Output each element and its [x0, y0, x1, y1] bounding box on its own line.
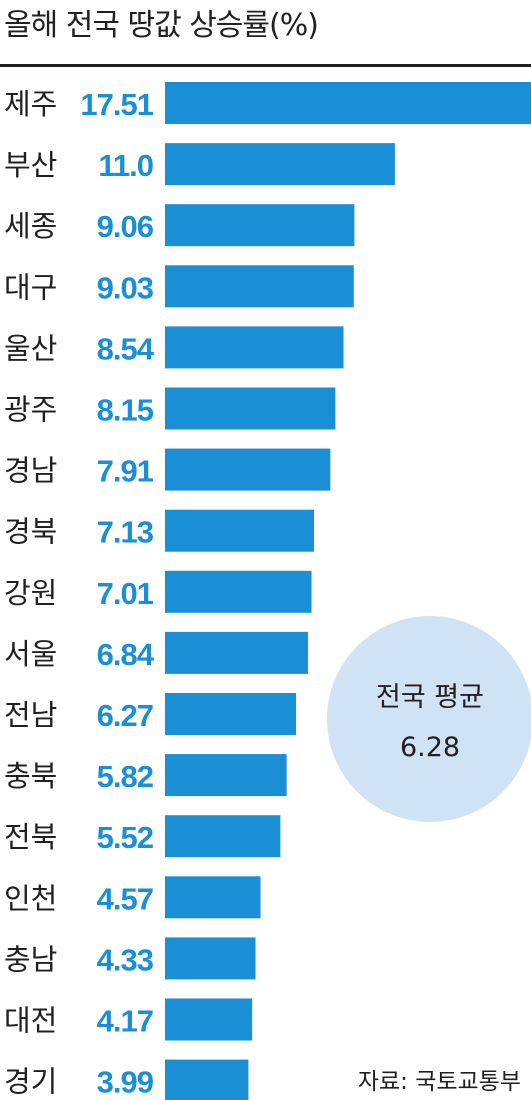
- region-label: 울산: [4, 331, 57, 365]
- value-label: 7.13: [97, 515, 154, 550]
- value-label: 11.0: [98, 148, 153, 183]
- region-label: 인천: [4, 881, 57, 915]
- bar: [165, 998, 253, 1041]
- region-label: 서울: [4, 637, 57, 671]
- region-label: 대구: [4, 270, 57, 304]
- bar: [165, 509, 315, 552]
- bar: [165, 876, 261, 919]
- average-label: 전국 평균: [376, 682, 484, 713]
- region-label: 부산: [4, 148, 57, 182]
- bar: [165, 265, 354, 308]
- region-label: 제주: [4, 87, 57, 121]
- region-label: 광주: [4, 393, 57, 427]
- bar: [165, 570, 312, 613]
- value-label: 17.51: [80, 87, 153, 122]
- region-label: 강원: [4, 576, 57, 610]
- chart-title: 올해 전국 땅값 상승률(%): [4, 8, 319, 43]
- bar: [165, 815, 281, 858]
- region-label: 전남: [4, 698, 57, 732]
- region-label: 경남: [4, 454, 57, 488]
- bar: [165, 82, 531, 124]
- region-label: 전북: [4, 820, 57, 854]
- title-divider: [0, 64, 531, 67]
- value-label: 4.17: [97, 1004, 153, 1039]
- region-label: 충남: [4, 942, 57, 976]
- value-label: 9.03: [97, 270, 154, 305]
- value-label: 9.06: [97, 209, 154, 244]
- value-label: 6.27: [97, 698, 153, 733]
- bar: [165, 326, 344, 369]
- bar: [165, 937, 256, 980]
- region-label: 충북: [4, 759, 57, 793]
- national-average-callout: 전국 평균 6.28: [327, 616, 531, 822]
- average-circle: [327, 616, 531, 822]
- bar: [165, 1059, 249, 1100]
- bar: [165, 754, 287, 797]
- value-label: 4.33: [97, 942, 154, 977]
- region-label: 대전: [4, 1004, 57, 1038]
- bar: [165, 631, 308, 674]
- value-label: 3.99: [97, 1065, 154, 1100]
- value-label: 7.01: [97, 576, 154, 611]
- bar: [165, 693, 297, 735]
- bar: [165, 448, 331, 491]
- bar: [165, 143, 395, 186]
- value-label: 6.84: [97, 637, 155, 672]
- value-label: 8.54: [97, 331, 155, 366]
- value-label: 8.15: [97, 393, 154, 428]
- bar-rows: 제주 17.51 부산 11.0 세종 9.06 대구 9.03 울산 8.54 광주 8.15 경남 7…: [4, 82, 531, 1100]
- source-note: 자료: 국토교통부: [357, 1069, 521, 1095]
- average-value: 6.28: [400, 732, 460, 763]
- bar: [165, 204, 355, 247]
- value-label: 7.91: [97, 454, 154, 489]
- region-label: 세종: [4, 209, 57, 243]
- value-label: 4.57: [97, 881, 153, 916]
- value-label: 5.82: [97, 759, 153, 794]
- value-label: 5.52: [97, 820, 153, 855]
- region-label: 경북: [4, 515, 57, 549]
- bar: [165, 387, 336, 430]
- region-label: 경기: [4, 1065, 57, 1099]
